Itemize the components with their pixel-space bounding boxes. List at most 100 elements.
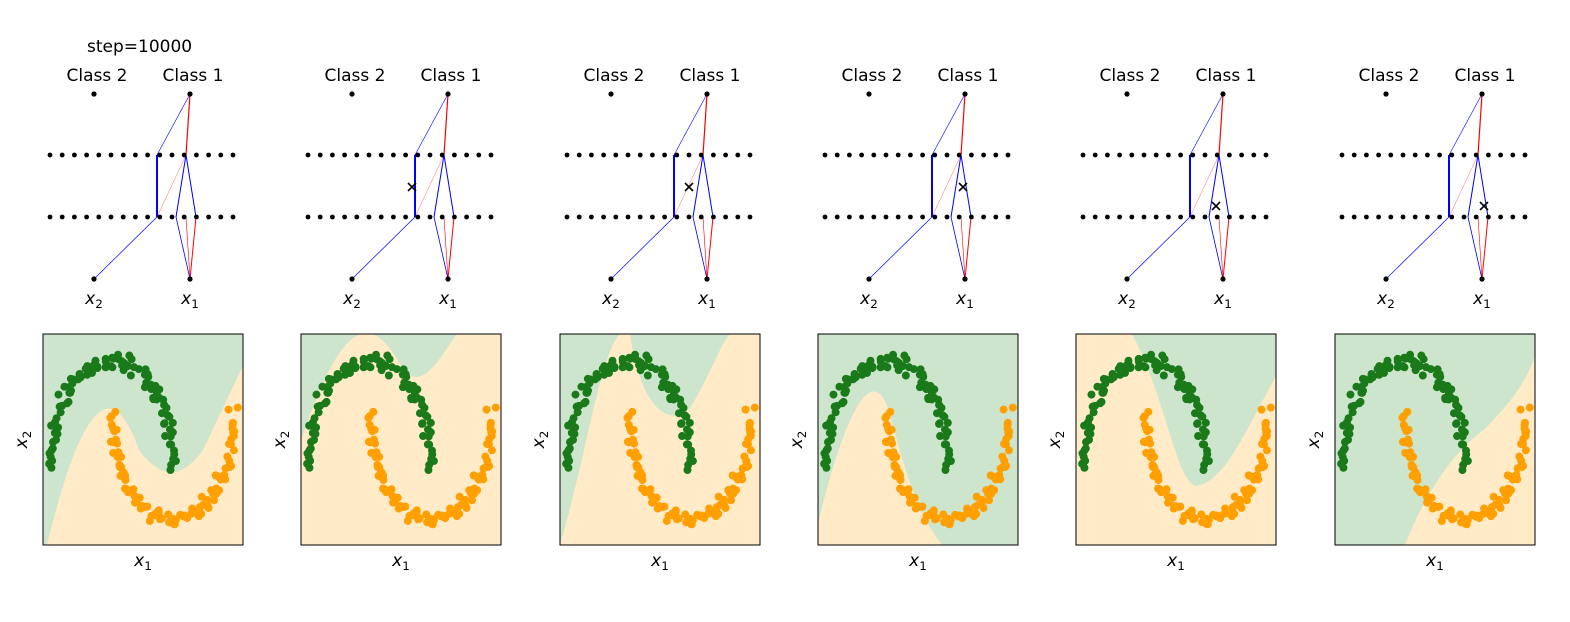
class1-point — [1225, 506, 1234, 515]
class2-point — [564, 463, 573, 472]
axis-label-x2: x2 — [1304, 431, 1326, 450]
class1-point — [107, 420, 116, 429]
neuron — [564, 214, 570, 220]
neuron — [834, 152, 840, 158]
class1-point — [979, 503, 988, 512]
weight-edge — [610, 216, 675, 280]
class2-point — [1173, 370, 1182, 379]
neuron — [330, 214, 335, 220]
weight-edge — [1385, 216, 1450, 280]
class1-point — [1165, 496, 1174, 505]
neuron — [920, 214, 925, 220]
probe-marker — [684, 182, 694, 192]
class2-point — [303, 449, 312, 458]
neuron — [1129, 152, 1135, 158]
class1-point — [204, 503, 213, 512]
class2-point — [376, 361, 385, 370]
neuron — [650, 214, 655, 220]
class2-point — [334, 373, 343, 382]
plot-area — [560, 334, 760, 545]
class2-point — [1203, 446, 1212, 455]
neuron — [194, 214, 199, 220]
class2-point — [1198, 425, 1207, 434]
class1-point — [1154, 476, 1163, 485]
class1-point — [220, 470, 229, 479]
class1-point — [1411, 468, 1420, 477]
class2-point — [1087, 390, 1096, 399]
class2-point — [47, 463, 56, 472]
class1-point — [197, 492, 206, 501]
class2-point — [1080, 421, 1089, 430]
class1-point — [1405, 453, 1414, 462]
class2-point — [1375, 370, 1384, 379]
weight-edge — [156, 154, 187, 218]
class2-point — [666, 393, 675, 402]
class2-point — [1417, 351, 1426, 360]
class1-point — [1004, 446, 1013, 455]
class2-point — [674, 409, 683, 418]
network-diagram: Class 2 Class 1 x2 x1 — [1339, 66, 1528, 311]
class1-point — [1230, 492, 1239, 501]
class1-point — [999, 405, 1008, 414]
neuron — [47, 214, 53, 220]
weight-edge — [673, 93, 708, 156]
panel-4: Class 2 Class 1 x2 x1 x1 x2 — [787, 66, 1019, 573]
class2-point — [618, 363, 627, 372]
class1-point — [1146, 453, 1155, 462]
class2-point — [306, 456, 315, 465]
axis-label-x2: x2 — [12, 431, 34, 450]
class2-point — [1422, 363, 1431, 372]
neuron — [181, 152, 187, 158]
class2-point — [359, 357, 368, 366]
class1-point — [1202, 514, 1211, 523]
class1-point — [370, 425, 379, 434]
class2-point — [820, 449, 829, 458]
weight-edge — [1448, 154, 1479, 218]
class-label-left: Class 2 — [325, 66, 386, 86]
neuron — [735, 214, 741, 220]
class2-point — [1198, 412, 1207, 421]
class2-point — [1401, 354, 1410, 363]
class2-point — [407, 393, 416, 402]
class1-point — [662, 516, 671, 525]
neuron — [145, 152, 151, 158]
class2-point — [682, 425, 691, 434]
class2-point — [305, 421, 314, 430]
axis-label-x1: x1 — [1166, 551, 1185, 573]
weight-edge — [692, 216, 708, 280]
weight-edge — [1218, 93, 1224, 156]
weight-edge — [414, 154, 445, 218]
neuron — [59, 152, 65, 158]
class1-point — [481, 452, 490, 461]
weight-edge — [93, 216, 158, 280]
weight-edge — [964, 216, 972, 280]
neuron — [305, 214, 311, 220]
neuron — [84, 214, 89, 220]
class2-point — [89, 361, 98, 370]
class1-point — [145, 516, 154, 525]
class2-point — [109, 354, 118, 363]
class-label-right: Class 1 — [1196, 66, 1257, 86]
neuron — [391, 214, 396, 220]
neuron — [1153, 214, 1159, 220]
decision-plot: x1 x2 — [787, 333, 1019, 573]
class1-point — [1152, 468, 1161, 477]
class2-point — [165, 440, 174, 449]
class1-point — [887, 425, 896, 434]
class1-point — [486, 424, 495, 433]
input-x1-node — [962, 276, 968, 282]
neuron — [403, 214, 408, 220]
weight-edge — [1218, 216, 1224, 280]
class2-point — [405, 385, 414, 394]
input-x1-node — [1220, 276, 1226, 282]
class1-point — [1140, 420, 1149, 429]
class2-point — [65, 388, 74, 397]
class1-point — [1521, 446, 1530, 455]
class2-point — [140, 383, 149, 392]
neuron — [120, 214, 126, 220]
class1-point — [882, 420, 891, 429]
class2-point — [657, 370, 666, 379]
neuron — [723, 214, 728, 220]
input-label-x1: x1 — [697, 289, 716, 311]
